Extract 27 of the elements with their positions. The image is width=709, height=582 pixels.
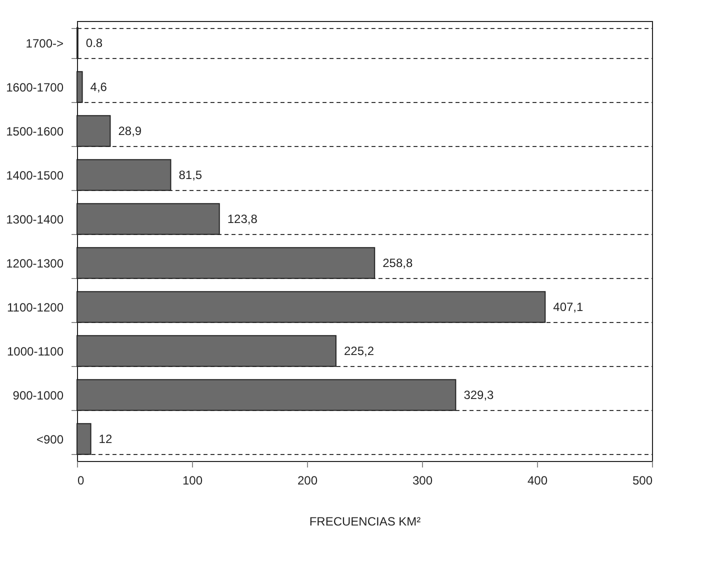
y-tick-label: 1200-1300 xyxy=(6,256,64,270)
data-label: 225,2 xyxy=(344,344,374,358)
y-tick-label: 1700-> xyxy=(26,36,64,50)
y-tick-label: 1000-1100 xyxy=(7,344,64,358)
x-tick-label: 400 xyxy=(527,474,548,488)
y-tick-label: 1400-1500 xyxy=(6,168,64,182)
y-tick-label: 1500-1600 xyxy=(6,124,64,138)
data-label: 0.8 xyxy=(86,36,103,50)
data-label: 81,5 xyxy=(178,168,202,182)
data-label: 258,8 xyxy=(382,256,413,270)
x-tick-label: 500 xyxy=(632,474,653,488)
data-label: 407,1 xyxy=(553,300,584,314)
y-tick-label: <900 xyxy=(36,432,64,446)
y-tick-label: 1100-1200 xyxy=(7,300,64,314)
x-tick-label: 300 xyxy=(412,474,433,488)
data-label: 4,6 xyxy=(90,80,108,94)
x-tick-label: 0 xyxy=(78,474,84,488)
data-label: 329,3 xyxy=(464,388,494,402)
x-tick-label: 200 xyxy=(297,474,318,488)
x-tick-label: 100 xyxy=(182,474,203,488)
y-tick-label: 1300-1400 xyxy=(6,212,64,226)
data-label: 28,9 xyxy=(118,124,142,138)
y-tick-label: 1600-1700 xyxy=(6,80,64,94)
y-tick-label: 900-1000 xyxy=(12,388,64,402)
data-label: 12 xyxy=(98,432,112,446)
x-axis-title: FRECUENCIAS KM² xyxy=(309,514,421,528)
data-label: 123,8 xyxy=(227,212,258,226)
